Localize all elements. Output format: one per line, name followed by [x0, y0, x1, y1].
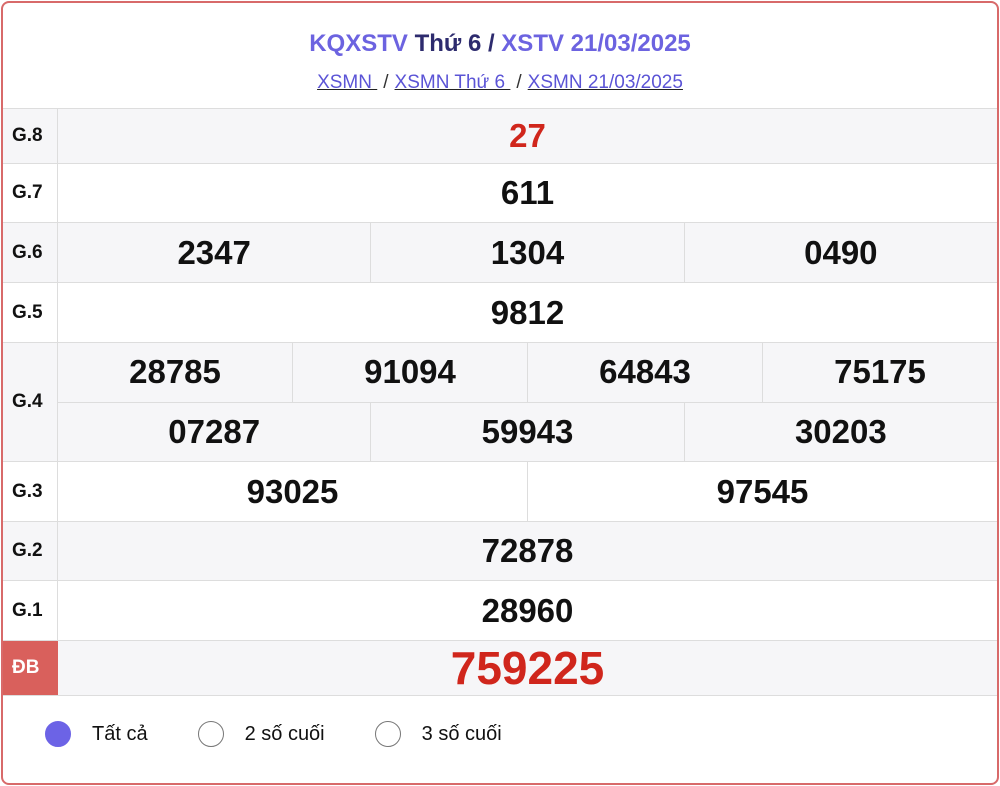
prize-number: 72878 [481, 532, 574, 569]
display-options: Tất cả 2 số cuối 3 số cuối [45, 721, 552, 747]
option-label: Tất cả [92, 722, 148, 745]
option-label: 3 số cuối [421, 722, 502, 745]
prize-number: 28785 [129, 353, 221, 391]
prize-row: G.3 93025 97545 [3, 462, 997, 522]
prize-number: 2347 [177, 233, 251, 271]
prize-label: G.2 [3, 522, 58, 580]
results-table: G.8 27 G.7 611 G.6 2347 1304 0490 G.5 9812 G.4 2878… [3, 108, 997, 696]
radio-button[interactable] [45, 721, 71, 747]
prize-number: 0490 [683, 223, 997, 282]
radio-button[interactable] [197, 721, 224, 747]
prize-number: 91094 [292, 343, 527, 402]
prize-number: 27 [509, 117, 546, 154]
prize-number: 1304 [370, 223, 683, 282]
prize-label: G.8 [3, 109, 58, 163]
title-kqxstv[interactable]: KQXSTV [309, 30, 408, 57]
prize-number: 93025 [246, 472, 339, 510]
prize-row: G.4 28785 91094 64843 75175 07287 59943 30203 [3, 343, 997, 462]
option-label: 2 số cuối [244, 722, 325, 745]
title-date[interactable]: XSTV 21/03/2025 [501, 30, 691, 57]
prize-number: 59943 [370, 402, 683, 461]
breadcrumb-separator: / [516, 72, 522, 93]
prize-row: ĐB 759225 [3, 641, 997, 696]
prize-number: 75175 [762, 343, 997, 402]
breadcrumb: XSMN / XSMN Thứ 6 /XSMN 21/03/2025 [0, 72, 1000, 94]
prize-row: G.2 72878 [3, 522, 997, 581]
prize-row: G.8 27 [3, 109, 997, 164]
prize-row: G.7 611 [3, 164, 997, 223]
prize-label: ĐB [3, 641, 58, 695]
radio-button[interactable] [374, 721, 401, 747]
option-2[interactable]: 3 số cuối [374, 721, 502, 747]
prize-row: G.1 28960 [3, 581, 997, 641]
prize-label: G.4 [3, 343, 58, 461]
option-1[interactable]: 2 số cuối [197, 721, 325, 747]
option-0[interactable]: Tất cả [45, 721, 148, 747]
prize-number: 611 [500, 174, 555, 211]
prize-number: 30203 [683, 402, 997, 461]
breadcrumb-xsmn-thu6[interactable]: XSMN Thứ 6 [394, 72, 511, 93]
prize-number: 97545 [527, 462, 997, 521]
breadcrumb-separator: / [383, 72, 389, 93]
prize-label: G.6 [3, 223, 58, 282]
breadcrumb-xsmn-date[interactable]: XSMN 21/03/2025 [527, 72, 683, 93]
prize-number: 64843 [527, 343, 762, 402]
breadcrumb-xsmn[interactable]: XSMN [317, 72, 378, 93]
prize-label: G.5 [3, 283, 58, 342]
prize-label: G.7 [3, 164, 58, 222]
prize-label: G.3 [3, 462, 58, 521]
prize-number: 759225 [450, 642, 605, 694]
prize-number: 9812 [490, 293, 565, 331]
prize-row: G.6 2347 1304 0490 [3, 223, 997, 283]
prize-row: G.5 9812 [3, 283, 997, 343]
prize-number: 07287 [168, 412, 261, 450]
prize-label: G.1 [3, 581, 58, 640]
prize-number: 28960 [481, 591, 574, 629]
title-day: Thứ 6 / [407, 30, 502, 57]
page-title: KQXSTV Thứ 6 / XSTV 21/03/2025 [0, 30, 1000, 58]
